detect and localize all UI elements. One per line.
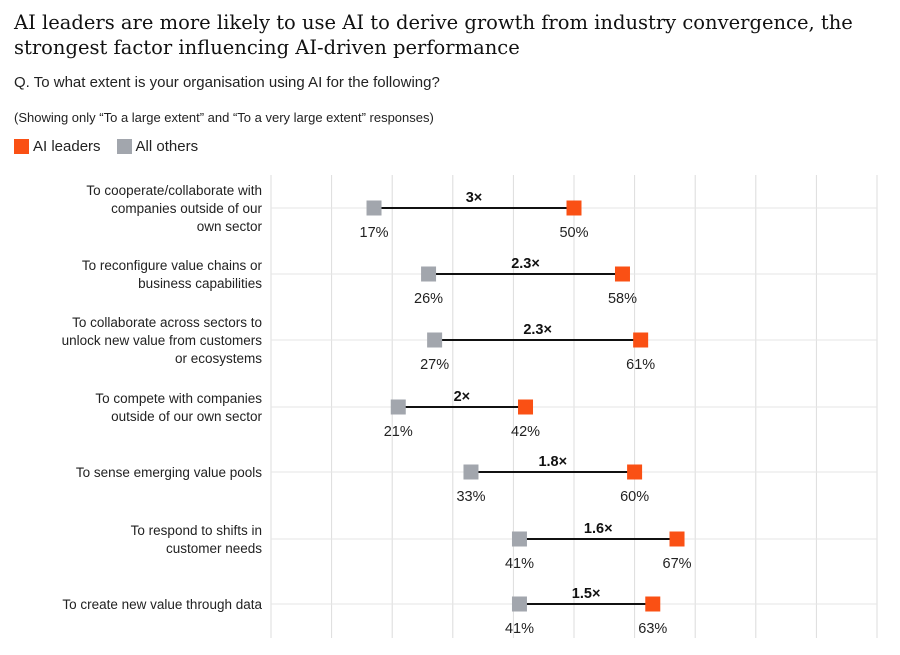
value-label-all-others: 27% — [420, 357, 449, 373]
ratio-label: 1.8× — [538, 454, 567, 470]
category-label: To collaborate across sectors to unlock n… — [62, 315, 263, 366]
category-label: To cooperate/collaborate with companies o… — [86, 183, 262, 234]
legend-swatch-all-others — [116, 139, 132, 154]
legend-item-all-others: All others — [116, 138, 199, 155]
value-label-all-others: 17% — [360, 225, 389, 241]
value-label-ai-leaders: 61% — [626, 357, 655, 373]
marker-all-others — [427, 332, 443, 348]
marker-ai-leaders — [633, 332, 649, 348]
value-label-ai-leaders: 67% — [663, 556, 692, 572]
category-label: To create new value through data — [62, 597, 262, 612]
value-label-ai-leaders: 63% — [638, 621, 667, 637]
dumbbell-chart: To cooperate/collaborate with companies o… — [62, 175, 878, 638]
legend-swatch-ai-leaders — [14, 139, 29, 154]
category-label: To sense emerging value pools — [76, 465, 262, 480]
ratio-label: 3× — [466, 190, 483, 206]
value-label-ai-leaders: 60% — [620, 489, 649, 505]
ratio-label: 1.5× — [572, 586, 601, 602]
category-label: To reconfigure value chains or business c… — [82, 258, 263, 291]
marker-ai-leaders — [614, 266, 630, 282]
value-label-all-others: 21% — [384, 424, 413, 440]
ratio-label: 2.3× — [511, 256, 540, 272]
marker-ai-leaders — [669, 531, 685, 547]
marker-ai-leaders — [627, 464, 643, 480]
chart-title: AI leaders are more likely to use AI to … — [14, 11, 853, 59]
value-label-all-others: 33% — [456, 489, 485, 505]
value-label-all-others: 26% — [414, 291, 443, 307]
marker-ai-leaders — [518, 399, 534, 415]
legend-label-ai-leaders: AI leaders — [33, 138, 101, 155]
legend-item-ai-leaders: AI leaders — [14, 138, 101, 155]
survey-question: Q. To what extent is your organisation u… — [14, 74, 440, 91]
marker-all-others — [366, 200, 382, 216]
category-label: To respond to shifts in customer needs — [131, 523, 263, 556]
value-label-ai-leaders: 58% — [608, 291, 637, 307]
value-label-all-others: 41% — [505, 621, 534, 637]
marker-all-others — [421, 266, 437, 282]
value-label-ai-leaders: 42% — [511, 424, 540, 440]
chart-note: (Showing only “To a large extent” and “T… — [14, 110, 434, 125]
legend-label-all-others: All others — [135, 138, 199, 155]
marker-ai-leaders — [566, 200, 582, 216]
marker-all-others — [390, 399, 406, 415]
ratio-label: 2.3× — [523, 322, 552, 338]
value-label-all-others: 41% — [505, 556, 534, 572]
marker-all-others — [511, 531, 527, 547]
marker-all-others — [463, 464, 479, 480]
marker-ai-leaders — [645, 596, 661, 612]
legend: AI leaders All others — [14, 138, 214, 155]
value-label-ai-leaders: 50% — [559, 225, 588, 241]
category-label: To compete with companies outside of our … — [95, 391, 262, 424]
ratio-label: 1.6× — [584, 521, 613, 537]
marker-all-others — [511, 596, 527, 612]
ratio-label: 2× — [454, 389, 471, 405]
